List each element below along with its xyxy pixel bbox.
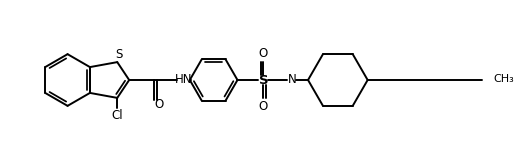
Text: S: S <box>116 48 123 61</box>
Text: CH₃: CH₃ <box>494 74 514 84</box>
Text: O: O <box>154 98 164 111</box>
Text: Cl: Cl <box>111 109 123 122</box>
Text: HN: HN <box>175 73 193 86</box>
Text: O: O <box>258 100 268 113</box>
Text: O: O <box>258 47 268 60</box>
Text: N: N <box>288 73 296 86</box>
Text: S: S <box>258 74 268 87</box>
